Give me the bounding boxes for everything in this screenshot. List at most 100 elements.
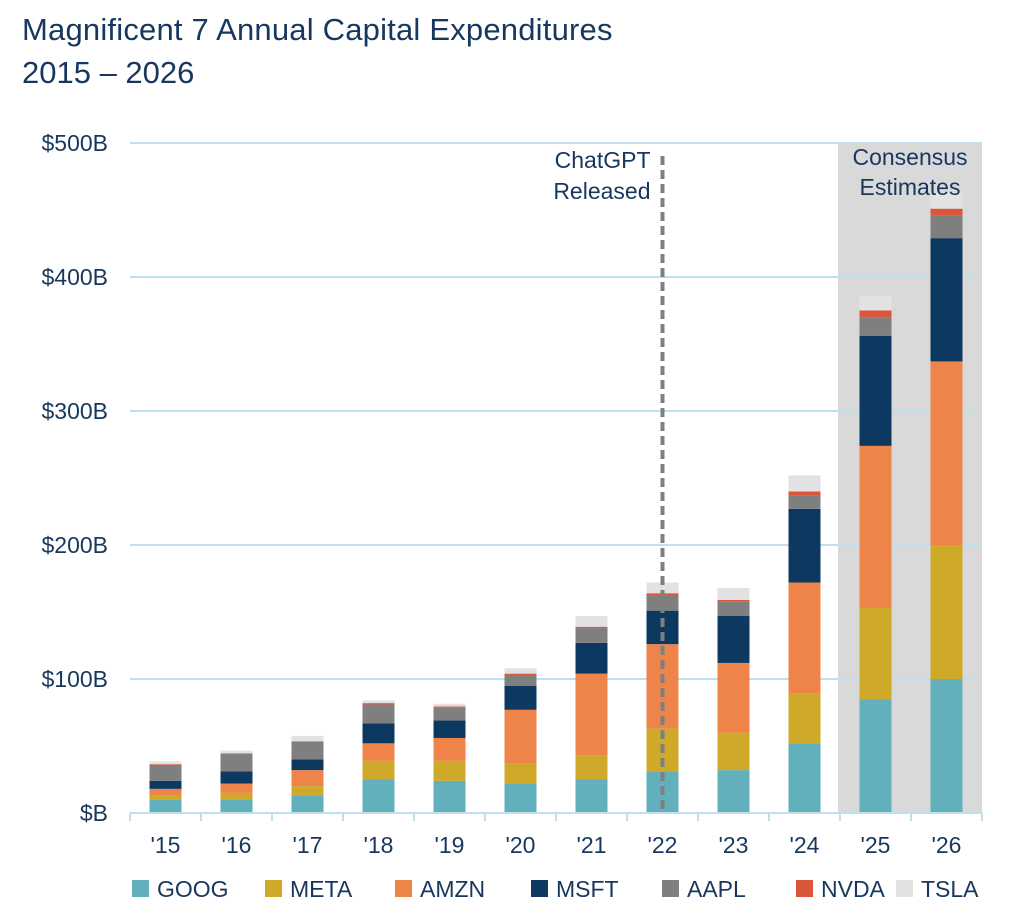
- bar-segment-nvda: [930, 208, 963, 216]
- legend-label-msft: MSFT: [556, 876, 619, 902]
- bar-segment-goog: [291, 795, 324, 813]
- bar-segment-meta: [433, 760, 466, 781]
- bar-segment-amzn: [220, 783, 253, 793]
- x-tick-label: '18: [364, 832, 394, 858]
- bar-segment-aapl: [717, 601, 750, 617]
- legend-swatch-meta: [265, 880, 282, 897]
- bar-segment-nvda: [504, 673, 537, 675]
- bar-segment-amzn: [930, 361, 963, 545]
- bar-segment-amzn: [362, 743, 395, 761]
- bar-segment-nvda: [717, 599, 750, 602]
- y-tick-label: $100B: [41, 666, 108, 692]
- bar-segment-aapl: [149, 764, 182, 781]
- bar-segment-goog: [575, 779, 608, 813]
- bar-segment-amzn: [291, 770, 324, 787]
- y-tick-label: $400B: [41, 264, 108, 290]
- x-tick-label: '24: [790, 832, 820, 858]
- bar-segment-meta: [504, 763, 537, 784]
- legend-swatch-msft: [531, 880, 548, 897]
- bar-segment-meta: [149, 795, 182, 800]
- bar-segment-goog: [859, 699, 892, 813]
- legend-label-meta: META: [290, 876, 353, 902]
- bar-segment-meta: [291, 786, 324, 796]
- bar-segment-meta: [930, 545, 963, 679]
- x-tick-label: '21: [577, 832, 607, 858]
- chart-title: Magnificent 7 Annual Capital Expenditure…: [22, 12, 613, 47]
- legend-swatch-goog: [132, 880, 149, 897]
- legend-swatch-aapl: [662, 880, 679, 897]
- bar-segment-amzn: [575, 673, 608, 756]
- bar-segment-goog: [220, 799, 253, 813]
- bar-segment-msft: [433, 720, 466, 738]
- bar-segment-tsla: [504, 668, 537, 674]
- bar-segment-nvda: [220, 753, 253, 755]
- bar-segment-msft: [362, 723, 395, 744]
- bar-segment-amzn: [149, 788, 182, 796]
- chart-subtitle: 2015 – 2026: [22, 55, 195, 90]
- bar-segment-aapl: [291, 741, 324, 760]
- bar-segment-aapl: [788, 495, 821, 509]
- legend-swatch-tsla: [896, 880, 913, 897]
- bar-segment-goog: [504, 783, 537, 813]
- bar-segment-msft: [291, 759, 324, 771]
- bar-segment-msft: [504, 685, 537, 710]
- y-tick-label: $300B: [41, 398, 108, 424]
- bar-segment-nvda: [433, 706, 466, 708]
- bar-segment-aapl: [930, 215, 963, 239]
- bar-segment-tsla: [220, 750, 253, 754]
- bar-segment-aapl: [220, 754, 253, 772]
- bar-segment-tsla: [646, 582, 679, 594]
- bar-segment-tsla: [930, 192, 963, 209]
- bar-segment-goog: [788, 743, 821, 813]
- bar-segment-aapl: [433, 707, 466, 721]
- bar-segment-aapl: [362, 704, 395, 724]
- y-tick-label: $500B: [41, 130, 108, 156]
- bar-segment-amzn: [504, 709, 537, 764]
- bar-segment-tsla: [717, 587, 750, 600]
- legend-swatch-nvda: [796, 880, 813, 897]
- legend-label-tsla: TSLA: [921, 876, 979, 902]
- y-tick-label: $200B: [41, 532, 108, 558]
- x-tick-label: '19: [435, 832, 465, 858]
- bar-segment-msft: [575, 642, 608, 674]
- x-tick-label: '17: [293, 832, 323, 858]
- x-tick-label: '23: [719, 832, 749, 858]
- bar-segment-nvda: [788, 491, 821, 496]
- bar-segment-goog: [362, 779, 395, 813]
- bar-segment-msft: [788, 508, 821, 583]
- chatgpt-release-label: ChatGPT: [555, 147, 651, 173]
- bar-segment-aapl: [859, 317, 892, 336]
- bar-segment-amzn: [717, 662, 750, 733]
- legend-label-goog: GOOG: [157, 876, 229, 902]
- consensus-estimates-label: Estimates: [860, 174, 961, 200]
- bar-segment-nvda: [149, 764, 182, 765]
- bar-segment-goog: [149, 799, 182, 813]
- bar-segment-nvda: [859, 310, 892, 318]
- bar-segment-aapl: [646, 595, 679, 611]
- bar-segment-amzn: [433, 737, 466, 761]
- bar-segment-meta: [717, 732, 750, 771]
- legend-label-aapl: AAPL: [687, 876, 746, 902]
- bar-segment-meta: [859, 607, 892, 700]
- bar-segment-aapl: [504, 674, 537, 686]
- x-tick-label: '20: [506, 832, 536, 858]
- bar-segment-aapl: [575, 628, 608, 643]
- y-tick-label: $B: [80, 800, 108, 826]
- bar-segment-amzn: [788, 582, 821, 694]
- bar-segment-tsla: [575, 616, 608, 627]
- x-tick-label: '26: [932, 832, 962, 858]
- x-tick-label: '22: [648, 832, 678, 858]
- legend-label-nvda: NVDA: [821, 876, 886, 902]
- x-tick-label: '15: [151, 832, 181, 858]
- bar-segment-tsla: [433, 703, 466, 707]
- bar-segment-msft: [930, 238, 963, 362]
- bar-segment-nvda: [575, 626, 608, 629]
- legend-label-amzn: AMZN: [420, 876, 485, 902]
- x-tick-label: '16: [222, 832, 252, 858]
- bar-segment-tsla: [362, 700, 395, 704]
- bar-segment-meta: [362, 760, 395, 780]
- bar-segment-tsla: [859, 295, 892, 311]
- bar-segment-tsla: [149, 761, 182, 765]
- bar-segment-meta: [575, 755, 608, 780]
